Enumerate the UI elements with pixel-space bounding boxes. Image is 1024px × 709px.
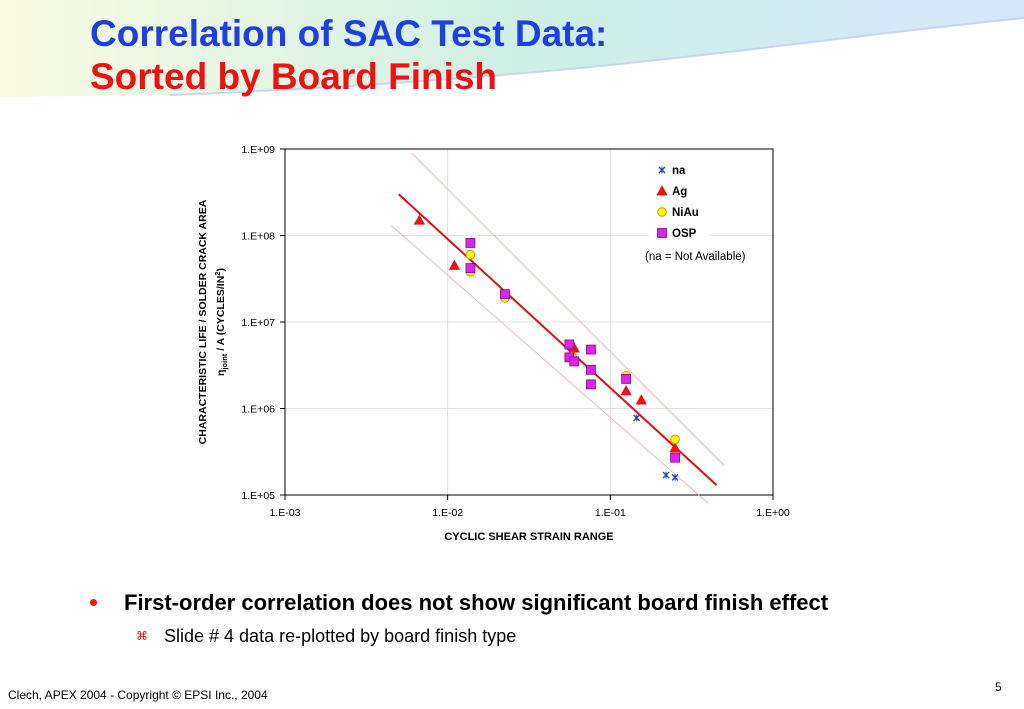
data-point-osp (465, 238, 476, 248)
x-axis-label: CYCLIC SHEAR STRAIN RANGE (444, 531, 613, 543)
bullet-main-text: First-order correlation does not show si… (124, 590, 829, 615)
data-point-ag (669, 442, 681, 453)
data-point-na (671, 473, 679, 481)
bullet-sub-text: Slide # 4 data re-plotted by board finis… (164, 626, 517, 646)
legend-label-na: na (672, 165, 686, 177)
x-tick-label: 1.E+00 (756, 507, 790, 519)
data-point-niau (465, 249, 476, 260)
legend-marker-niau (657, 207, 667, 217)
legend-label-osp: OSP (672, 228, 697, 240)
data-point-ag (448, 259, 461, 270)
data-point-osp (465, 263, 476, 273)
slide-subtitle: Sorted by Board Finish (90, 56, 498, 97)
data-point-niau (670, 434, 680, 445)
command-key-icon: ⌘ (136, 629, 148, 643)
data-point-osp (569, 356, 580, 367)
joint-subscript: joint (220, 353, 229, 370)
data-point-osp (670, 452, 680, 463)
scatter-chart: 1.E-03 1.E-02 1.E-01 1.E+00 1.E+05 1.E+06 1.E+… (197, 144, 790, 543)
legend-marker-ag (656, 185, 668, 196)
data-point-na (662, 471, 670, 479)
x-tick-label: 1.E-03 (270, 507, 301, 519)
data-point-ag (413, 214, 426, 225)
y-tick-label: 1.E+06 (241, 404, 275, 416)
data-point-osp (564, 339, 575, 350)
y-axis-label: CHARACTERISTIC LIFE / SOLDER CRACK AREA (197, 199, 209, 444)
x-tick-label: 1.E-01 (595, 507, 626, 519)
y-tick-label: 1.E+05 (241, 490, 275, 502)
chart-annotation: (na = Not Available) (645, 251, 746, 263)
regression-fit-line (398, 193, 718, 486)
header-banner-decoration (0, 0, 1024, 97)
legend: na Ag NiAu OSP (649, 157, 709, 241)
upper-band-line (411, 152, 725, 466)
footer-copyright: Clech, APEX 2004 - Copyright © EPSI Inc.… (8, 688, 268, 702)
data-point-osp (586, 364, 596, 375)
data-point-osp (500, 289, 510, 300)
slide-title: Correlation of SAC Test Data: (90, 13, 608, 54)
y-axis-unit: / A (CYCLES/IN (215, 276, 227, 354)
data-point-osp (586, 379, 596, 390)
data-point-ag (635, 394, 647, 405)
legend-label-ag: Ag (672, 186, 687, 198)
data-point-ag (620, 385, 632, 396)
bullet-dot-icon (90, 599, 97, 606)
y-tick-label: 1.E+08 (241, 231, 275, 243)
y-axis-unit-close: ) (215, 268, 227, 272)
data-point-osp (621, 373, 631, 384)
legend-box (649, 157, 709, 241)
legend-label-niau: NiAu (672, 207, 699, 219)
data-point-na (633, 414, 641, 422)
data-point-osp (586, 344, 596, 355)
legend-marker-osp (657, 228, 667, 238)
squared-superscript: 2 (213, 272, 222, 276)
page-number: 5 (995, 680, 1002, 694)
x-tick-label: 1.E-02 (432, 507, 463, 519)
y-tick-label: 1.E+09 (241, 144, 275, 156)
legend-marker-na (658, 166, 666, 174)
y-tick-label: 1.E+07 (241, 317, 275, 329)
eta-symbol: η (215, 370, 227, 376)
y-axis-label-formula: ηjoint / A (CYCLES/IN2) (213, 268, 229, 376)
lower-band-line (390, 225, 709, 504)
